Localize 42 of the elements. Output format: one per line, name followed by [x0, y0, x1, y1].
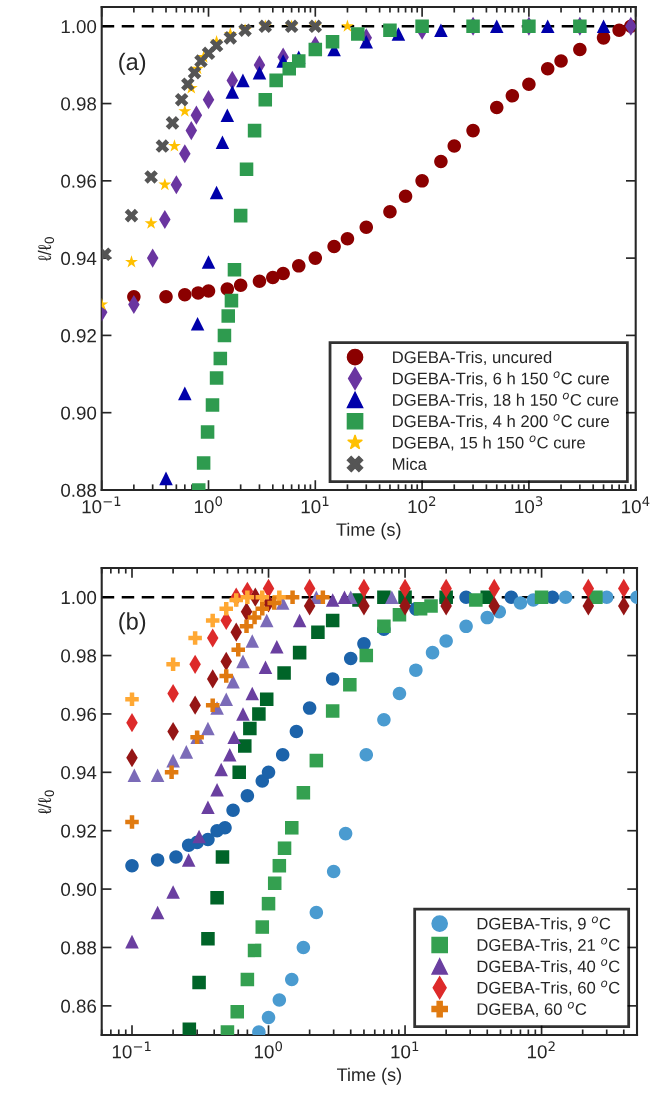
- y-tick-label: 0.92: [61, 824, 96, 838]
- x-axis-title: Time (s): [336, 522, 401, 540]
- y-tick-label: 0.92: [61, 329, 96, 343]
- y-tick-label: 0.90: [61, 406, 97, 420]
- legend-label: DGEBA-Tris, 21 $^{o}$C: [477, 937, 620, 953]
- x-tick-label: 10$^{3}$: [515, 496, 543, 514]
- x-tick-label: 10$^{−1}$: [82, 496, 121, 514]
- x-tick-label: 10$^{2}$: [408, 496, 436, 514]
- y-tick-label: 0.96: [61, 174, 97, 188]
- y-tick-label: 1.00: [61, 590, 97, 605]
- x-tick-label: 10$^{1}$: [391, 1041, 419, 1059]
- x-tick-label: 10$^{2}$: [528, 1041, 555, 1059]
- y-tick-label: 0.88: [61, 483, 97, 497]
- y-tick-label: 0.98: [61, 649, 97, 663]
- legend-label: DGEBA-Tris, 4 h 200 $^{o}$C cure: [393, 414, 609, 430]
- y-axis-title: ℓ/ℓ$_{0}$: [37, 237, 55, 262]
- legend-label: DGEBA-Tris, 40 $^{o}$C: [477, 959, 620, 975]
- legend-label: DGEBA-Tris, 60 $^{o}$C: [477, 980, 620, 996]
- annotation: (b): [119, 612, 146, 635]
- x-tick-label: 10$^{1}$: [301, 496, 329, 514]
- y-tick-label: 0.88: [61, 941, 97, 955]
- y-tick-label: 1.00: [61, 19, 97, 34]
- y-tick-label: 0.90: [61, 882, 97, 897]
- y-tick-label: 0.94: [61, 766, 97, 780]
- x-tick-label: 10$^{−1}$: [112, 1041, 151, 1059]
- legend-label: DGEBA-Tris, 6 h 150 $^{o}$C cure: [393, 371, 609, 387]
- x-tick-label: 10$^{4}$: [622, 496, 650, 514]
- legend-label: DGEBA-Tris, 9 $^{o}$C: [477, 916, 611, 932]
- x-tick-label: 10$^{0}$: [194, 496, 223, 514]
- y-tick-label: 0.98: [61, 97, 97, 111]
- legend-label: Mica: [393, 457, 427, 470]
- legend-label: DGEBA-Tris, uncured: [393, 350, 552, 366]
- y-tick-label: 0.94: [61, 251, 97, 266]
- legend-label: DGEBA-Tris, 18 h 150 $^{o}$C cure: [393, 392, 619, 408]
- legend-label: DGEBA, 60 $^{o}$C: [477, 1001, 587, 1017]
- y-tick-label: 0.86: [61, 999, 97, 1013]
- y-tick-label: 0.96: [61, 707, 97, 721]
- x-axis-title: Time (s): [337, 1067, 401, 1085]
- annotation: (a): [119, 52, 146, 75]
- y-axis-title: ℓ/ℓ$_{0}$: [37, 790, 55, 815]
- x-tick-label: 10$^{0}$: [254, 1041, 283, 1059]
- legend-label: DGEBA, 15 h 150 $^{o}$C cure: [393, 435, 585, 451]
